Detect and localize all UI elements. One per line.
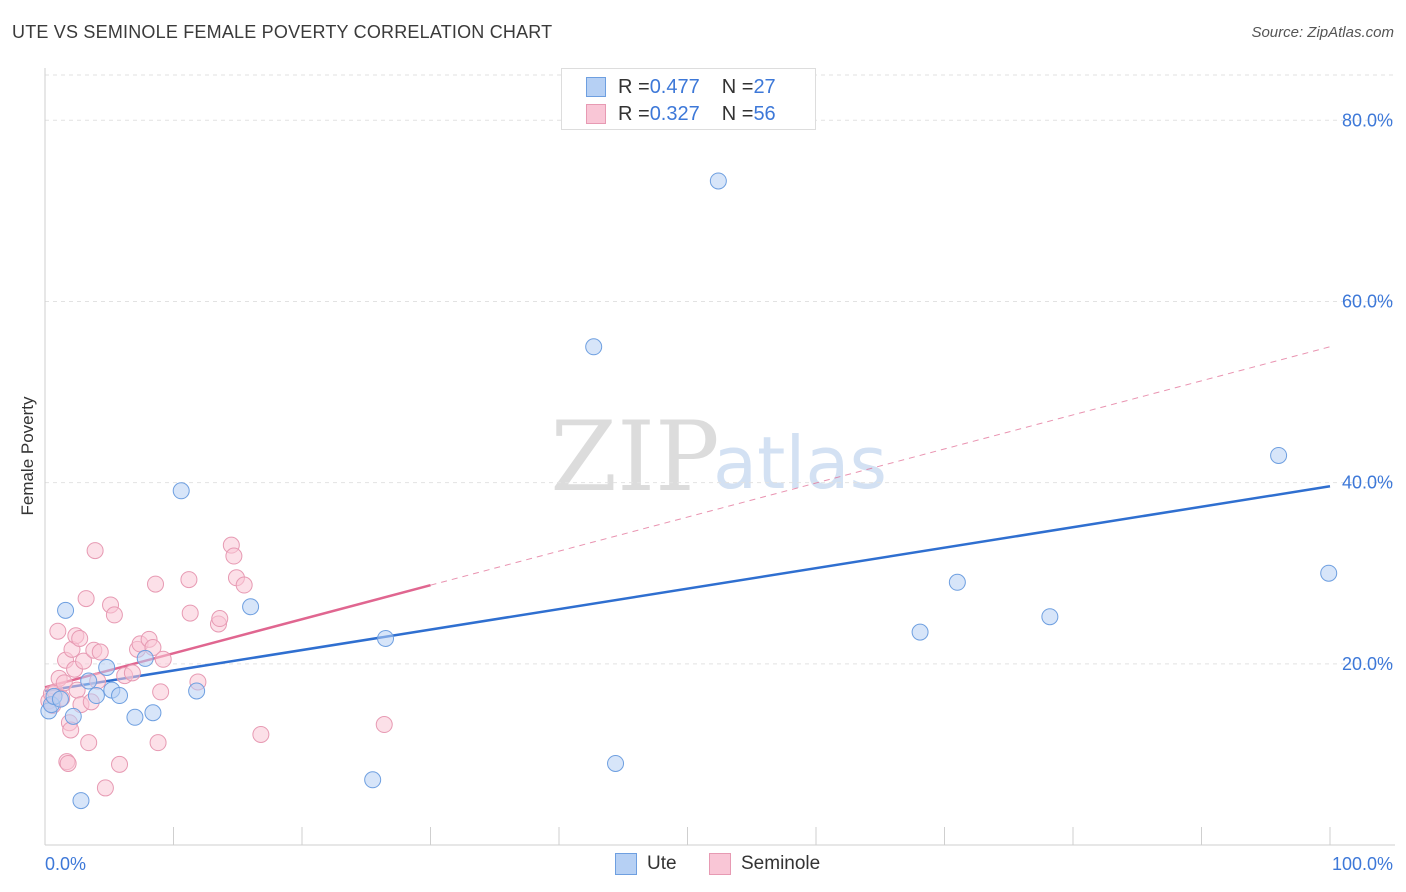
ute-point bbox=[80, 672, 98, 690]
y-tick-label: 80.0% bbox=[1342, 110, 1393, 130]
seminole-point bbox=[152, 683, 170, 701]
seminole-swatch bbox=[586, 104, 606, 124]
seminole-point bbox=[181, 604, 199, 622]
y-tick-label: 40.0% bbox=[1342, 473, 1393, 493]
ute-point bbox=[136, 649, 154, 667]
ute-point bbox=[242, 598, 260, 616]
seminole-point bbox=[375, 716, 393, 734]
seminole-legend-label: Seminole bbox=[741, 853, 821, 874]
ute-point bbox=[51, 690, 69, 708]
legend-row-seminole: R = 0.327 N = 56 bbox=[586, 101, 776, 127]
ute-n-value: 27 bbox=[753, 75, 776, 98]
legend-item-ute: Ute bbox=[615, 852, 677, 876]
ute-point bbox=[57, 601, 75, 619]
seminole-point bbox=[147, 575, 165, 593]
ute-point bbox=[87, 687, 105, 705]
seminole-r-label: R = bbox=[618, 102, 650, 125]
seminole-point bbox=[55, 674, 73, 692]
ute-point bbox=[948, 573, 966, 591]
ute-point bbox=[144, 704, 162, 722]
ute-point bbox=[911, 623, 929, 641]
x-tick-label: 0.0% bbox=[45, 854, 86, 874]
ute-point bbox=[188, 682, 206, 700]
ute-point bbox=[1041, 608, 1059, 626]
seminole-point bbox=[86, 542, 104, 560]
ute-legend-label: Ute bbox=[647, 853, 677, 874]
ute-r-value: 0.477 bbox=[649, 75, 700, 98]
seminole-point bbox=[154, 650, 172, 668]
tick-labels: 20.0% 40.0% 60.0% 80.0% 0.0% 100.0% bbox=[45, 110, 1393, 874]
seminole-trend-extension bbox=[430, 346, 1331, 586]
seminole-legend-swatch bbox=[709, 853, 731, 875]
x-tick-label: 100.0% bbox=[1332, 854, 1393, 874]
legend-item-seminole: Seminole bbox=[709, 852, 820, 876]
ute-point bbox=[98, 658, 116, 676]
seminole-point bbox=[96, 779, 114, 797]
seminole-point bbox=[75, 652, 93, 670]
ute-n-label: N = bbox=[721, 75, 754, 98]
seminole-n-label: N = bbox=[721, 102, 754, 125]
trend-lines bbox=[44, 346, 1331, 693]
grid-lines bbox=[45, 74, 1395, 665]
ute-legend-swatch bbox=[615, 853, 637, 875]
ute-point bbox=[607, 754, 625, 772]
seminole-point bbox=[105, 606, 123, 624]
legend-row-ute: R = 0.477 N = 27 bbox=[586, 74, 776, 100]
ute-point bbox=[126, 708, 144, 726]
seminole-point bbox=[59, 754, 77, 772]
chart-title: UTE VS SEMINOLE FEMALE POVERTY CORRELATI… bbox=[12, 22, 553, 42]
seminole-point bbox=[211, 610, 229, 628]
ute-point bbox=[172, 482, 190, 500]
axes bbox=[44, 68, 1395, 846]
data-points bbox=[40, 172, 1338, 810]
seminole-point bbox=[77, 590, 95, 608]
seminole-point bbox=[180, 571, 198, 589]
seminole-r-value: 0.327 bbox=[649, 102, 700, 125]
seminole-point bbox=[252, 725, 270, 743]
seminole-n-value: 56 bbox=[753, 102, 776, 125]
watermark: ZIP atlas bbox=[550, 401, 887, 513]
seminole-point bbox=[149, 734, 167, 752]
seminole-point bbox=[91, 643, 109, 661]
ute-swatch bbox=[586, 77, 606, 97]
seminole-point bbox=[225, 547, 243, 565]
ute-point bbox=[364, 771, 382, 789]
watermark-zip: ZIP bbox=[550, 401, 719, 513]
ute-point bbox=[585, 338, 603, 356]
correlation-legend: R = 0.477 N = 27 R = 0.327 N = 56 bbox=[561, 68, 816, 130]
ute-point bbox=[709, 172, 727, 190]
ute-point bbox=[1270, 446, 1288, 464]
seminole-point bbox=[71, 629, 89, 647]
seminole-point bbox=[49, 622, 67, 640]
y-tick-label: 60.0% bbox=[1342, 291, 1393, 311]
source-label: Source: ZipAtlas.com bbox=[1251, 24, 1394, 41]
seminole-point bbox=[235, 576, 253, 594]
ute-trend-line bbox=[44, 485, 1331, 693]
ute-point bbox=[72, 792, 90, 810]
y-tick-label: 20.0% bbox=[1342, 654, 1393, 674]
seminole-point bbox=[123, 664, 141, 682]
ute-point bbox=[1320, 564, 1338, 582]
ute-point bbox=[111, 687, 129, 705]
ute-r-label: R = bbox=[618, 75, 650, 98]
watermark-atlas: atlas bbox=[713, 421, 887, 505]
seminole-point bbox=[80, 734, 98, 752]
seminole-point bbox=[111, 755, 129, 773]
ute-point bbox=[64, 707, 82, 725]
ute-point bbox=[377, 629, 395, 647]
